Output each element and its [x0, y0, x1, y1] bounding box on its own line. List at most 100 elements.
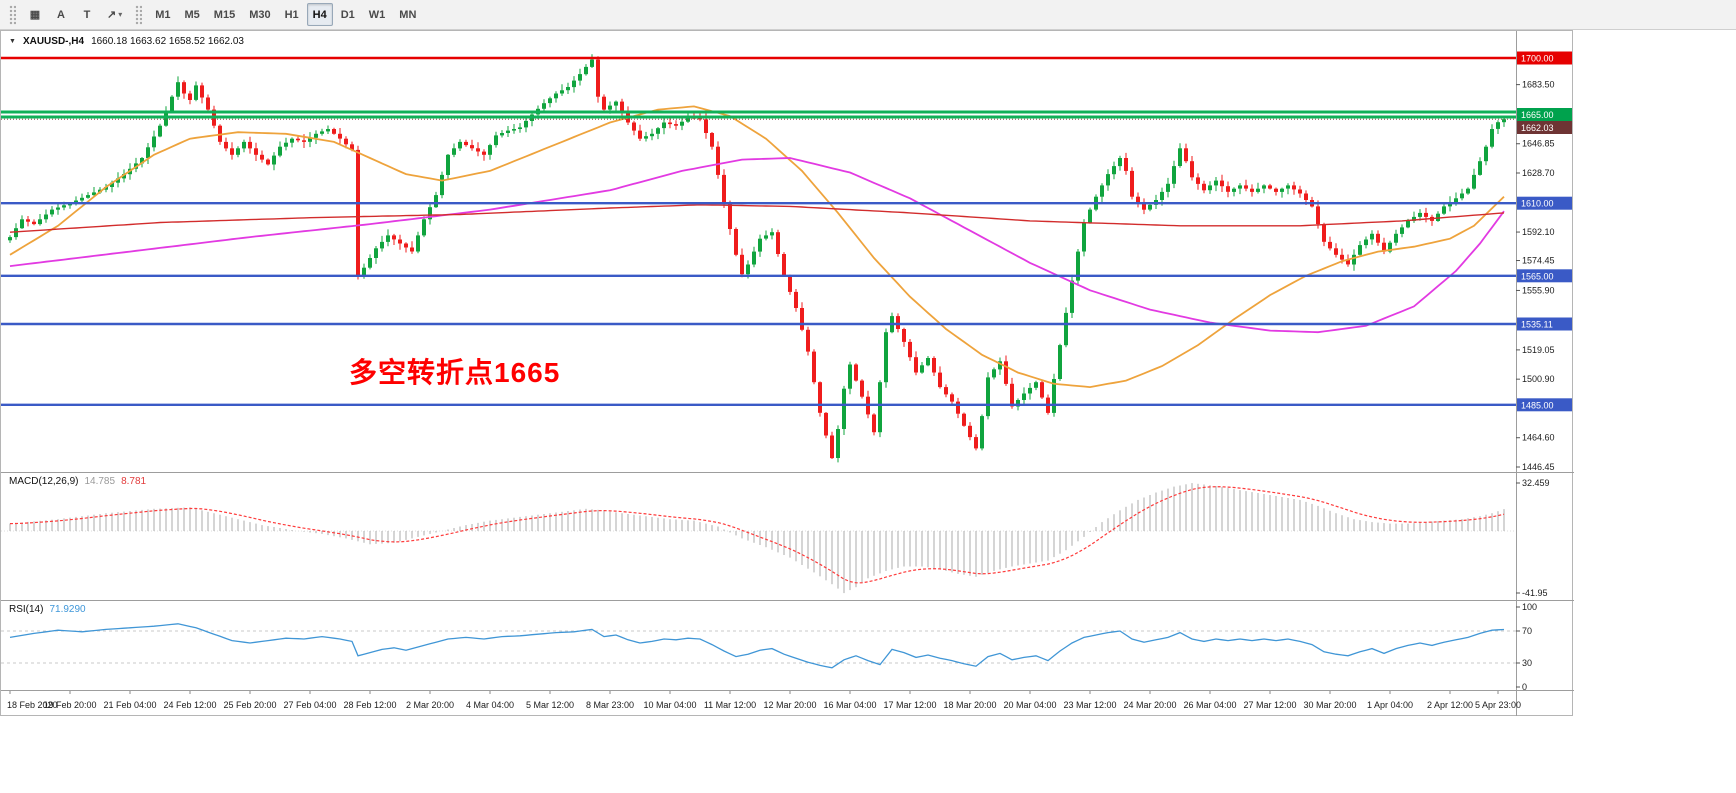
svg-text:1 Apr 04:00: 1 Apr 04:00 [1367, 700, 1413, 710]
timeframe-button-m15[interactable]: M15 [208, 3, 241, 26]
svg-text:1610.00: 1610.00 [1521, 199, 1554, 209]
svg-text:1446.45: 1446.45 [1522, 462, 1555, 472]
svg-text:1683.50: 1683.50 [1522, 80, 1555, 90]
svg-text:30 Mar 20:00: 30 Mar 20:00 [1303, 700, 1356, 710]
price-axis[interactable]: 1683.50 1646.85 1628.70 1592.10 1574.45 1555.… [1516, 80, 1555, 692]
macd-label: MACD(12,26,9) 14.785 8.781 [9, 476, 146, 487]
svg-text:24 Mar 20:00: 24 Mar 20:00 [1123, 700, 1176, 710]
text-tool-button[interactable]: T [75, 3, 99, 26]
svg-text:0: 0 [1522, 682, 1527, 692]
svg-text:1485.00: 1485.00 [1521, 400, 1554, 410]
text-label-tool-button[interactable]: A [49, 3, 73, 26]
svg-text:27 Feb 04:00: 27 Feb 04:00 [283, 700, 336, 710]
svg-text:1535.11: 1535.11 [1521, 320, 1553, 330]
macd-main-value: 14.785 [84, 476, 116, 487]
svg-text:21 Feb 04:00: 21 Feb 04:00 [103, 700, 156, 710]
timeframe-button-m1[interactable]: M1 [149, 3, 176, 26]
candles-layer [8, 54, 1506, 463]
grid-tool-icon: ▦ [29, 9, 41, 21]
svg-text:30: 30 [1522, 658, 1532, 668]
grid-tool-button[interactable]: ▦ [23, 3, 47, 26]
chevron-down-icon: ▾ [118, 10, 123, 19]
timeframe-button-w1[interactable]: W1 [363, 3, 392, 26]
rsi-label: RSI(14) 71.9290 [9, 604, 86, 615]
svg-text:2 Apr 12:00: 2 Apr 12:00 [1427, 700, 1473, 710]
svg-text:11 Mar 12:00: 11 Mar 12:00 [704, 700, 756, 710]
chart-annotation-text[interactable]: 多空转折点1665 [349, 357, 561, 388]
timeframe-toolbar: M1 M5 M15 M30 H1 H4 D1 W1 MN [149, 3, 422, 26]
rsi-name: RSI(14) [9, 604, 44, 615]
ohlc-values: 1660.18 1663.62 1658.52 1662.03 [91, 36, 244, 47]
svg-text:19 Feb 20:00: 19 Feb 20:00 [43, 700, 96, 710]
svg-text:24 Feb 12:00: 24 Feb 12:00 [163, 700, 216, 710]
macd-signal-value: 8.781 [121, 476, 147, 487]
text-tool-icon: T [83, 8, 91, 21]
price-badge-1665.00: 1665.00 [1517, 108, 1572, 121]
main-toolbar: ▦ A T ↗ ▾ M1 M5 M15 M30 H1 H4 D1 W1 MN [0, 0, 1736, 30]
timeframe-button-m5[interactable]: M5 [179, 3, 206, 26]
chart-window[interactable]: 1683.50 1646.85 1628.70 1592.10 1574.45 1555.… [0, 30, 1574, 717]
svg-text:1646.85: 1646.85 [1522, 139, 1555, 149]
chart-canvas[interactable]: 1683.50 1646.85 1628.70 1592.10 1574.45 1555.… [1, 31, 1574, 717]
svg-text:1555.90: 1555.90 [1522, 285, 1555, 295]
ma-line-orange [9, 105, 1505, 389]
svg-text:32.459: 32.459 [1522, 478, 1550, 488]
svg-text:23 Mar 12:00: 23 Mar 12:00 [1063, 700, 1116, 710]
rsi-levels [1, 630, 1516, 664]
timeframe-button-mn[interactable]: MN [393, 3, 422, 26]
svg-text:1565.00: 1565.00 [1521, 271, 1554, 281]
svg-text:18 Feb 2020: 18 Feb 2020 [7, 700, 58, 710]
svg-text:10 Mar 04:00: 10 Mar 04:00 [643, 700, 696, 710]
arrows-tool-icon: ↗ [107, 9, 117, 21]
price-badge-1662.03: 1662.03 [1517, 121, 1572, 134]
svg-text:1574.45: 1574.45 [1522, 256, 1555, 266]
svg-text:26 Mar 04:00: 26 Mar 04:00 [1183, 700, 1236, 710]
svg-text:1700.00: 1700.00 [1521, 54, 1554, 64]
svg-text:1592.10: 1592.10 [1522, 227, 1555, 237]
macd-signal-line [9, 486, 1505, 584]
svg-text:1665.00: 1665.00 [1521, 110, 1554, 120]
svg-text:2 Mar 20:00: 2 Mar 20:00 [406, 700, 454, 710]
chart-ohlc-header: ▼ XAUUSD-,H4 1660.18 1663.62 1658.52 166… [9, 36, 244, 47]
price-badge-1700.00: 1700.00 [1517, 51, 1572, 65]
symbol-period-label: XAUUSD-,H4 [22, 36, 85, 47]
price-badge-1485.00: 1485.00 [1517, 398, 1572, 412]
svg-text:100: 100 [1522, 602, 1537, 612]
svg-text:27 Mar 12:00: 27 Mar 12:00 [1243, 700, 1296, 710]
price-badge-1535.11: 1535.11 [1517, 317, 1572, 331]
timeframe-button-h1[interactable]: H1 [279, 3, 305, 26]
svg-text:-41.95: -41.95 [1522, 588, 1548, 598]
drawing-toolbar: ▦ A T ↗ ▾ [23, 3, 128, 26]
svg-text:5 Apr 23:00: 5 Apr 23:00 [1475, 700, 1521, 710]
svg-text:16 Mar 04:00: 16 Mar 04:00 [823, 700, 876, 710]
svg-text:1628.70: 1628.70 [1522, 168, 1555, 178]
timeframe-toolbar-grip[interactable] [135, 4, 143, 25]
arrows-tool-button[interactable]: ↗ ▾ [101, 3, 128, 26]
svg-text:1500.90: 1500.90 [1522, 374, 1555, 384]
svg-text:4 Mar 04:00: 4 Mar 04:00 [466, 700, 514, 710]
svg-text:28 Feb 12:00: 28 Feb 12:00 [343, 700, 396, 710]
rsi-line [9, 623, 1505, 669]
macd-histogram [9, 483, 1505, 594]
price-badge-1565.00: 1565.00 [1517, 269, 1572, 283]
svg-text:70: 70 [1522, 626, 1532, 636]
ma-line-magenta [9, 157, 1505, 334]
timeframe-button-m30[interactable]: M30 [243, 3, 276, 26]
macd-name: MACD(12,26,9) [9, 476, 79, 487]
svg-text:1662.03: 1662.03 [1521, 123, 1554, 133]
toolbar-grip[interactable] [9, 4, 16, 25]
collapse-triangle-icon[interactable]: ▼ [9, 38, 16, 45]
svg-text:17 Mar 12:00: 17 Mar 12:00 [883, 700, 936, 710]
svg-text:5 Mar 12:00: 5 Mar 12:00 [526, 700, 574, 710]
svg-text:1519.05: 1519.05 [1522, 345, 1555, 355]
svg-text:1464.60: 1464.60 [1522, 433, 1555, 443]
svg-text:25 Feb 20:00: 25 Feb 20:00 [223, 700, 276, 710]
rsi-value: 71.9290 [49, 604, 86, 615]
timeframe-button-h4[interactable]: H4 [306, 3, 333, 26]
svg-text:8 Mar 23:00: 8 Mar 23:00 [586, 700, 634, 710]
ma-line-red [9, 204, 1505, 233]
svg-text:18 Mar 20:00: 18 Mar 20:00 [943, 700, 996, 710]
svg-text:12 Mar 20:00: 12 Mar 20:00 [763, 700, 816, 710]
timeframe-button-d1[interactable]: D1 [335, 3, 361, 26]
